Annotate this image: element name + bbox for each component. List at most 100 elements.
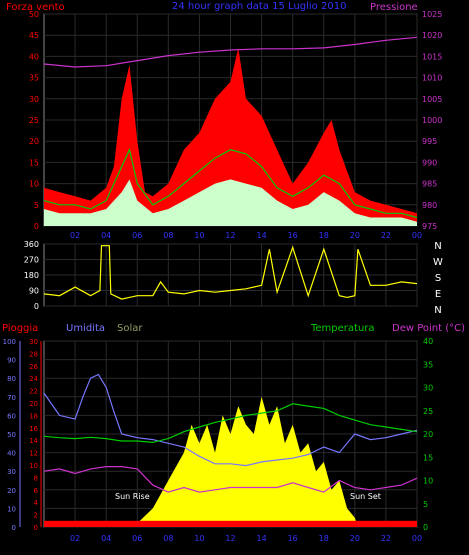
pressure-y-tick-label: 990 [422, 158, 437, 167]
wind-y-tick-label: 0 [34, 222, 39, 231]
wind-x-tick-label: 22 [381, 231, 391, 240]
rain-y-tick-label: 14 [29, 437, 38, 445]
temperature-y-tick-label: 10 [423, 477, 433, 486]
rain-y-tick-label: 8 [34, 474, 38, 482]
wind-x-tick-label: 20 [350, 231, 360, 240]
rain-y-tick-label: 18 [29, 412, 38, 420]
temperature-y-tick-label: 5 [423, 500, 428, 509]
temperature-x-tick-label: 00 [412, 534, 422, 543]
rain-y-tick-label: 2 [34, 512, 38, 520]
pressure-line [43, 36, 418, 68]
rain-y-tick-label: 6 [34, 487, 39, 495]
temperature-axis-label: Temperatura [310, 323, 375, 334]
rain-y-tick-label: 20 [29, 400, 38, 408]
wind-y-tick-label: 40 [29, 52, 39, 61]
temperature-x-tick-label: 22 [381, 534, 391, 543]
rain-y-tick-label: 12 [29, 450, 38, 458]
rain-y-tick-label: 16 [29, 425, 38, 433]
pressure-y-tick-label: 980 [422, 201, 437, 210]
solar-series-area [44, 396, 417, 527]
humidity-y-tick-label: 40 [7, 450, 16, 458]
temperature-line [43, 403, 418, 444]
wind-x-tick-label: 04 [101, 231, 111, 240]
humidity-y-tick-label: 20 [7, 487, 16, 495]
humidity-line [43, 373, 418, 467]
temperature-x-tick-label: 06 [132, 534, 142, 543]
direction-y-tick-label: 0 [34, 302, 39, 311]
wind-x-tick-label: 10 [194, 231, 204, 240]
rain-y-tick-label: 24 [29, 375, 38, 383]
humidity-y-tick-label: 10 [7, 505, 16, 513]
dewpoint-axis-label: Dew Point (°C) [392, 323, 465, 334]
pressure-right-axis-label: Pressione [370, 2, 418, 13]
pressure-y-tick-label: 985 [422, 180, 437, 189]
wind-x-tick-label: 12 [225, 231, 235, 240]
wind-x-tick-label: 02 [70, 231, 80, 240]
solar-axis-label: Solar [117, 323, 143, 334]
compass-direction-label: E [435, 289, 441, 300]
wind-y-tick-label: 15 [29, 158, 39, 167]
average-wind-line [43, 147, 418, 219]
rain-y-tick-label: 4 [34, 499, 39, 507]
humidity-axis-label: Umidita [66, 323, 105, 334]
temperature-x-tick-label: 08 [163, 534, 173, 543]
speed-series-area [44, 179, 417, 226]
direction-y-tick-label: 360 [24, 240, 39, 249]
rain-series-bar [44, 520, 417, 527]
pressure-y-tick-label: 1005 [422, 95, 442, 104]
wind-y-tick-label: 30 [29, 95, 39, 104]
compass-direction-label: N [434, 305, 441, 316]
compass-direction-label: N [434, 241, 441, 252]
wind-x-tick-label: 06 [132, 231, 142, 240]
wind-y-tick-label: 5 [34, 201, 39, 210]
wind-y-tick-label: 35 [29, 74, 39, 83]
pressure-y-tick-label: 1025 [422, 10, 442, 19]
temperature-y-tick-label: 25 [423, 407, 433, 416]
compass-direction-label: W [433, 257, 443, 268]
wind-x-tick-label: 14 [256, 231, 266, 240]
rain-y-tick-label: 22 [29, 388, 38, 396]
rain-y-tick-label: 0 [34, 524, 38, 532]
wind-x-tick-label: 18 [319, 231, 329, 240]
wind-x-tick-label: 08 [163, 231, 173, 240]
temperature-x-tick-label: 10 [194, 534, 204, 543]
wind-x-tick-label: 16 [288, 231, 298, 240]
wind-y-tick-label: 10 [29, 180, 39, 189]
wind-chart-title: 24 hour graph data 15 Luglio 2010 [172, 1, 346, 12]
temperature-x-tick-label: 12 [225, 534, 235, 543]
pressure-y-tick-label: 1010 [422, 74, 442, 83]
wind-y-tick-label: 20 [29, 137, 39, 146]
rain-y-tick-label: 26 [29, 363, 38, 371]
wind-y-tick-label: 25 [29, 116, 39, 125]
temperature-y-tick-label: 15 [423, 453, 433, 462]
rain-axis-label: Pioggia [2, 323, 38, 334]
humidity-y-tick-label: 0 [12, 524, 16, 532]
temperature-y-tick-label: 30 [423, 384, 433, 393]
humidity-y-tick-label: 70 [7, 394, 16, 402]
compass-direction-label: S [435, 273, 441, 284]
pressure-y-tick-label: 1020 [422, 31, 442, 40]
humidity-y-tick-label: 60 [7, 412, 16, 420]
direction-y-tick-label: 270 [24, 256, 39, 265]
temperature-x-tick-label: 04 [101, 534, 111, 543]
direction-y-tick-label: 180 [24, 271, 39, 280]
temperature-x-tick-label: 14 [256, 534, 266, 543]
temperature-y-tick-label: 0 [423, 523, 428, 532]
wind-x-tick-label: 00 [412, 231, 422, 240]
rain-y-tick-label: 10 [29, 462, 38, 470]
humidity-y-tick-label: 50 [7, 431, 16, 439]
sun-set-label: Sun Set [350, 492, 381, 501]
temperature-y-tick-label: 40 [423, 337, 433, 346]
wind-y-tick-label: 50 [29, 10, 39, 19]
wind-left-axis-label: Forza vento [6, 2, 65, 13]
temperature-y-tick-label: 35 [423, 360, 433, 369]
pressure-y-tick-label: 1015 [422, 52, 442, 61]
wind-y-tick-label: 45 [29, 31, 39, 40]
rain-y-tick-label: 28 [29, 350, 38, 358]
direction-y-tick-label: 90 [29, 287, 39, 296]
humidity-y-tick-label: 90 [7, 357, 16, 365]
temperature-x-tick-label: 18 [319, 534, 329, 543]
